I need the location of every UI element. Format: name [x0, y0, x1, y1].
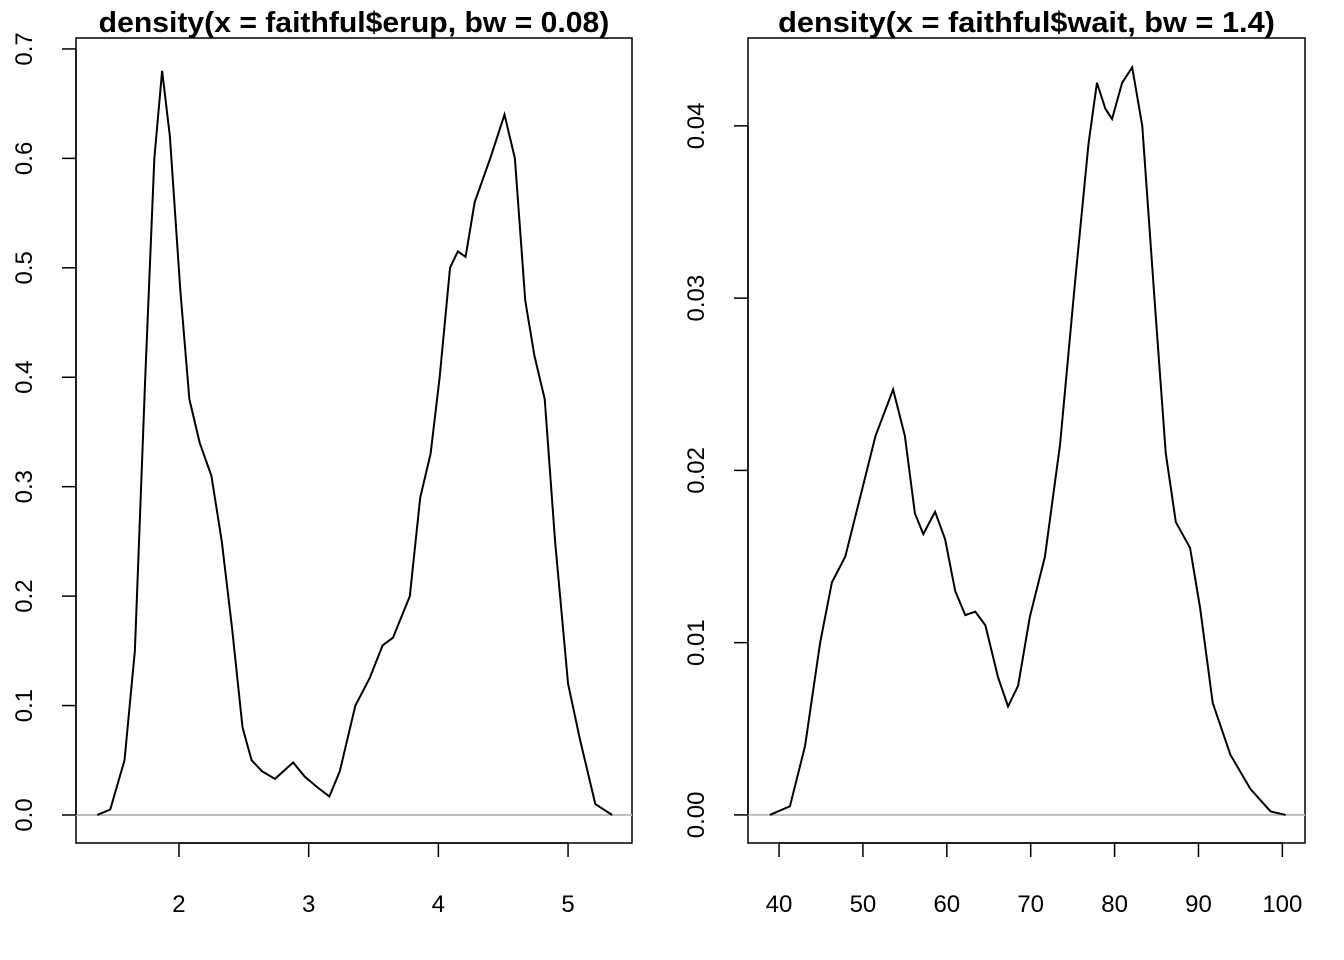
y-tick-label: 0.02	[683, 447, 710, 494]
density-line	[96, 70, 613, 816]
density-line	[769, 64, 1286, 816]
x-tick-label: 2	[172, 891, 185, 918]
x-tick-label: 50	[850, 891, 877, 918]
y-tick-label: 0.04	[683, 102, 710, 149]
x-tick-label: 80	[1101, 891, 1128, 918]
y-tick-label: 0.0	[11, 798, 38, 831]
y-tick-label: 0.00	[683, 792, 710, 839]
y-tick-label: 0.6	[11, 142, 38, 175]
x-tick-label: 5	[561, 891, 574, 918]
y-tick-label: 0.2	[11, 579, 38, 612]
y-tick-label: 0.4	[11, 361, 38, 394]
x-tick-label: 100	[1262, 891, 1302, 918]
y-tick-label: 0.01	[683, 619, 710, 666]
x-tick-label: 3	[302, 891, 315, 918]
y-tick-label: 0.5	[11, 251, 38, 284]
y-tick-label: 0.7	[11, 32, 38, 65]
y-tick-label: 0.3	[11, 470, 38, 503]
x-tick-label: 4	[432, 891, 445, 918]
y-tick-label: 0.03	[683, 275, 710, 322]
chart-title: density(x = faithful$wait, bw = 1.4)	[778, 7, 1275, 39]
x-tick-label: 40	[766, 891, 793, 918]
y-tick-label: 0.1	[11, 689, 38, 722]
x-tick-label: 60	[933, 891, 960, 918]
chart-title: density(x = faithful$erup, bw = 0.08)	[99, 7, 610, 39]
x-tick-label: 70	[1017, 891, 1044, 918]
x-tick-label: 90	[1185, 891, 1212, 918]
plot-frame	[747, 37, 1306, 844]
